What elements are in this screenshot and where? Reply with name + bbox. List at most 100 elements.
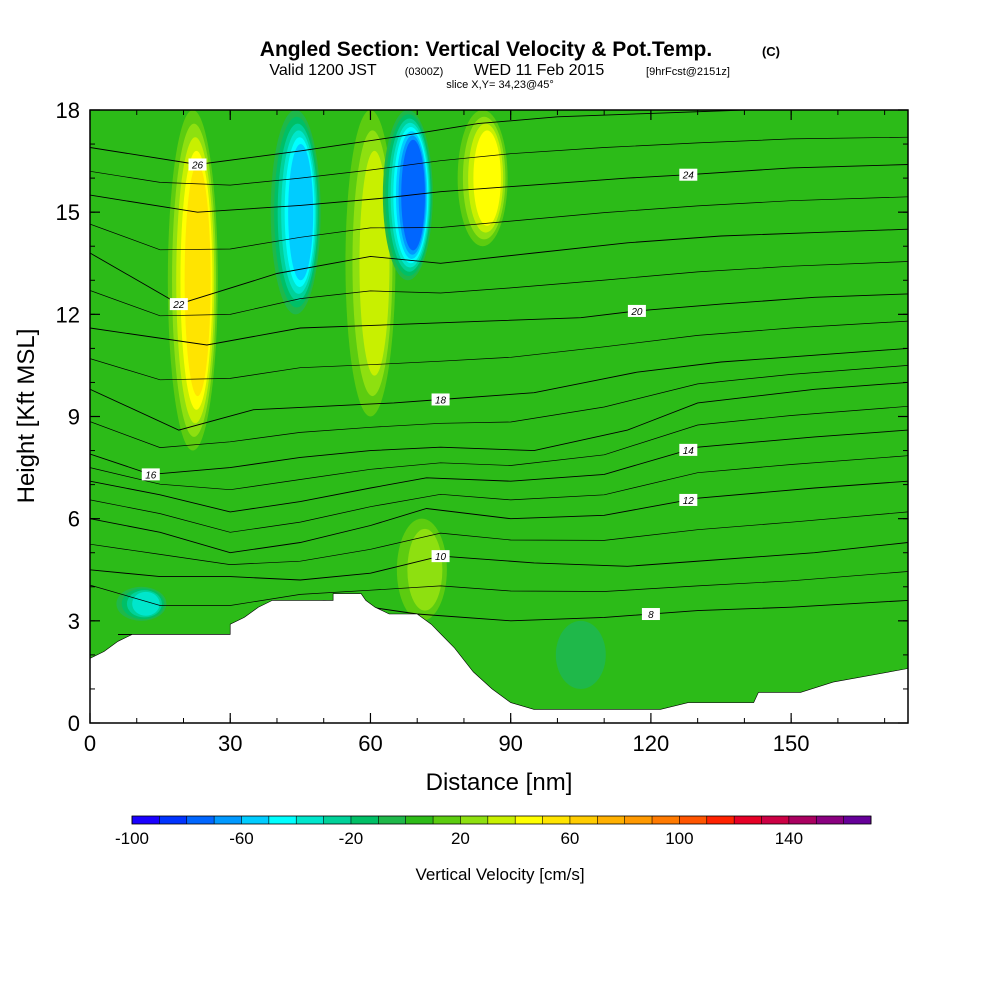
isentrope-minor xyxy=(90,405,908,491)
isentrope-minor xyxy=(90,136,908,186)
isentrope-minor xyxy=(90,571,908,606)
forecast-label: [9hrFcst@2151z] xyxy=(646,66,730,78)
isentrope-labels: 8 10 12 14 16 18 20 22 24 26 xyxy=(141,158,698,621)
isentrope-label-box xyxy=(188,158,207,171)
y-tick-label: 0 xyxy=(68,711,80,736)
isentrope-label-text: 24 xyxy=(682,171,695,182)
colorbar-swatch xyxy=(268,816,297,824)
colorbar-swatch xyxy=(241,816,270,824)
isentrope-label-box xyxy=(627,304,646,317)
isentrope-label-24: 24 xyxy=(679,168,698,182)
velocity-cell xyxy=(184,164,211,397)
axis-ticks: 0 30 60 90 120 150 0 3 6 9 12 15 18 xyxy=(56,98,908,756)
isentrope-lines xyxy=(90,110,908,635)
colorbar-tick-label: -60 xyxy=(229,829,254,848)
isentrope-label-box xyxy=(679,493,698,506)
colorbar-swatch xyxy=(378,816,406,824)
colorbar-swatch xyxy=(515,816,543,824)
y-tick-label: 15 xyxy=(56,200,80,225)
colorbar-label: Vertical Velocity [cm/s] xyxy=(415,865,584,884)
valid-date-label: WED 11 Feb 2015 xyxy=(474,62,605,79)
isentrope-label-22: 22 xyxy=(169,298,188,311)
colorbar-tick-label: -20 xyxy=(339,829,364,848)
isentrope-label-text: 16 xyxy=(145,470,157,481)
y-tick-label: 18 xyxy=(56,98,80,123)
x-tick-label: 90 xyxy=(498,731,522,756)
colorbar-swatch xyxy=(433,816,461,824)
isentrope-label-box xyxy=(641,608,660,621)
colorbar-swatch xyxy=(350,816,379,824)
isentrope-label-box xyxy=(679,168,698,181)
isentrope-24 xyxy=(90,164,908,213)
velocity-field xyxy=(116,110,606,689)
isentrope-label-text: 18 xyxy=(435,395,447,406)
chart-title-unit: (C) xyxy=(762,44,780,59)
velocity-cell xyxy=(359,150,390,376)
x-tick-label: 150 xyxy=(773,731,810,756)
isentrope-12 xyxy=(90,480,908,554)
velocity-cell xyxy=(555,620,606,689)
isentrope-label-10: 10 xyxy=(431,550,450,563)
isentrope-label-text: 20 xyxy=(630,307,643,318)
colorbar-swatch xyxy=(159,816,188,824)
colorbar-swatch xyxy=(816,816,844,824)
isentrope-minor xyxy=(90,261,908,317)
chart-title: Angled Section: Vertical Velocity & Pot.… xyxy=(260,38,712,61)
colorbar-swatch xyxy=(624,816,653,824)
y-tick-label: 12 xyxy=(56,302,80,327)
colorbar-swatch xyxy=(132,816,160,824)
colorbar-swatch xyxy=(843,816,872,824)
x-tick-label: 60 xyxy=(358,731,382,756)
colorbar: -100 -60 -20 20 60 100 140 xyxy=(115,815,872,848)
isentrope-label-20: 20 xyxy=(627,304,646,318)
colorbar-tick-label: -100 xyxy=(115,829,149,848)
colorbar-tick-label: 60 xyxy=(560,829,579,848)
isentrope-label-text: 14 xyxy=(683,446,695,457)
isentrope-minor xyxy=(90,320,908,381)
colorbar-swatch xyxy=(542,816,571,824)
y-tick-label: 9 xyxy=(68,405,80,430)
isentrope-label-text: 12 xyxy=(683,496,695,507)
colorbar-swatch xyxy=(652,816,680,824)
isentrope-label-box xyxy=(679,443,698,456)
colorbar-swatch xyxy=(761,816,790,824)
isentrope-label-26: 26 xyxy=(188,158,207,171)
valid-time-label: Valid 1200 JST xyxy=(269,62,377,79)
x-tick-label: 30 xyxy=(218,731,242,756)
colorbar-swatch xyxy=(706,816,735,824)
y-axis-label: Height [Kft MSL] xyxy=(13,329,40,504)
velocity-cell xyxy=(288,144,314,281)
isentrope-14 xyxy=(90,429,908,513)
isentrope-label-12: 12 xyxy=(679,493,698,507)
colorbar-swatch xyxy=(186,816,215,824)
isentrope-label-18: 18 xyxy=(431,393,450,406)
isentrope-label-8: 8 xyxy=(641,608,660,621)
isentrope-label-text: 8 xyxy=(648,610,654,621)
isentrope-16 xyxy=(90,381,908,475)
colorbar-swatch xyxy=(214,816,242,824)
colorbar-tick-label: 100 xyxy=(665,829,693,848)
x-tick-label: 120 xyxy=(633,731,670,756)
isentrope-22 xyxy=(90,228,908,305)
y-tick-label: 3 xyxy=(68,609,80,634)
colorbar-tick-label: 20 xyxy=(451,829,470,848)
colorbar-swatch xyxy=(323,816,352,824)
isentrope-minor xyxy=(90,196,908,251)
terrain-mask xyxy=(90,593,908,723)
isentrope-label-16: 16 xyxy=(141,468,160,481)
isentrope-label-text: 10 xyxy=(435,552,447,563)
isentrope-minor xyxy=(90,455,908,533)
colorbar-swatch xyxy=(460,816,489,824)
isentrope-label-box xyxy=(431,393,450,406)
isentrope-minor xyxy=(90,365,908,448)
colorbar-swatch xyxy=(788,816,817,824)
colorbar-tick-label: 140 xyxy=(775,829,803,848)
isentrope-26 xyxy=(90,110,745,165)
isentrope-label-text: 22 xyxy=(172,300,185,311)
x-tick-label: 0 xyxy=(84,731,96,756)
isentrope-label-box xyxy=(141,468,160,481)
isentrope-label-box xyxy=(169,298,188,311)
velocity-cell xyxy=(132,591,160,616)
slice-label: slice X,Y= 34,23@45° xyxy=(446,79,554,91)
